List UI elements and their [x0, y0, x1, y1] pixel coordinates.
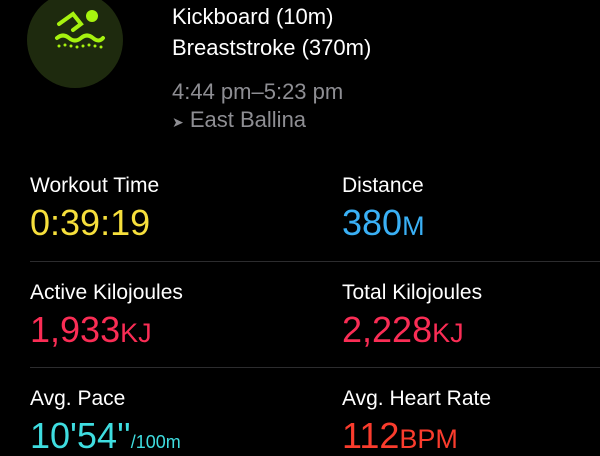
time-range: 4:44 pm–5:23 pm: [172, 79, 344, 104]
divider: [30, 261, 600, 262]
metric-unit: /100m: [130, 432, 181, 452]
workout-icon-circle: [27, 0, 123, 88]
metric-workout-time: Workout Time 0:39:19: [30, 174, 159, 241]
metric-total-kilojoules: Total Kilojoules 2,228KJ: [342, 281, 482, 348]
metric-active-kilojoules: Active Kilojoules 1,933KJ: [30, 281, 183, 348]
divider: [30, 367, 600, 368]
metric-label: Distance: [342, 174, 424, 197]
metric-unit: KJ: [432, 318, 464, 348]
location-arrow-icon: ➤: [172, 114, 184, 130]
metric-value: 1,933: [30, 309, 121, 350]
segment-kickboard: Kickboard (10m): [172, 4, 334, 29]
metric-label: Active Kilojoules: [30, 281, 183, 304]
metric-unit: BPM: [399, 424, 458, 454]
swimming-icon: [55, 10, 105, 49]
metric-unit: M: [402, 211, 425, 241]
location-name: East Ballina: [189, 107, 307, 132]
metric-value: 2,228: [342, 309, 433, 350]
metric-label: Total Kilojoules: [342, 281, 483, 304]
metric-value: 112: [342, 415, 400, 456]
metric-unit: KJ: [120, 318, 152, 348]
metric-value: 380: [342, 202, 403, 243]
segment-breaststroke: Breaststroke (370m): [172, 35, 372, 60]
metric-distance: Distance 380M: [342, 174, 425, 241]
metric-value: 0:39:19: [30, 202, 151, 243]
metric-value: 10'54'': [30, 415, 131, 456]
metric-avg-pace: Avg. Pace 10'54''/100m: [30, 387, 181, 454]
metric-avg-heart-rate: Avg. Heart Rate 112BPM: [342, 387, 491, 454]
metric-label: Workout Time: [30, 174, 160, 197]
metric-label: Avg. Heart Rate: [342, 387, 492, 410]
location: ➤ East Ballina: [172, 107, 306, 133]
metric-label: Avg. Pace: [30, 387, 126, 410]
